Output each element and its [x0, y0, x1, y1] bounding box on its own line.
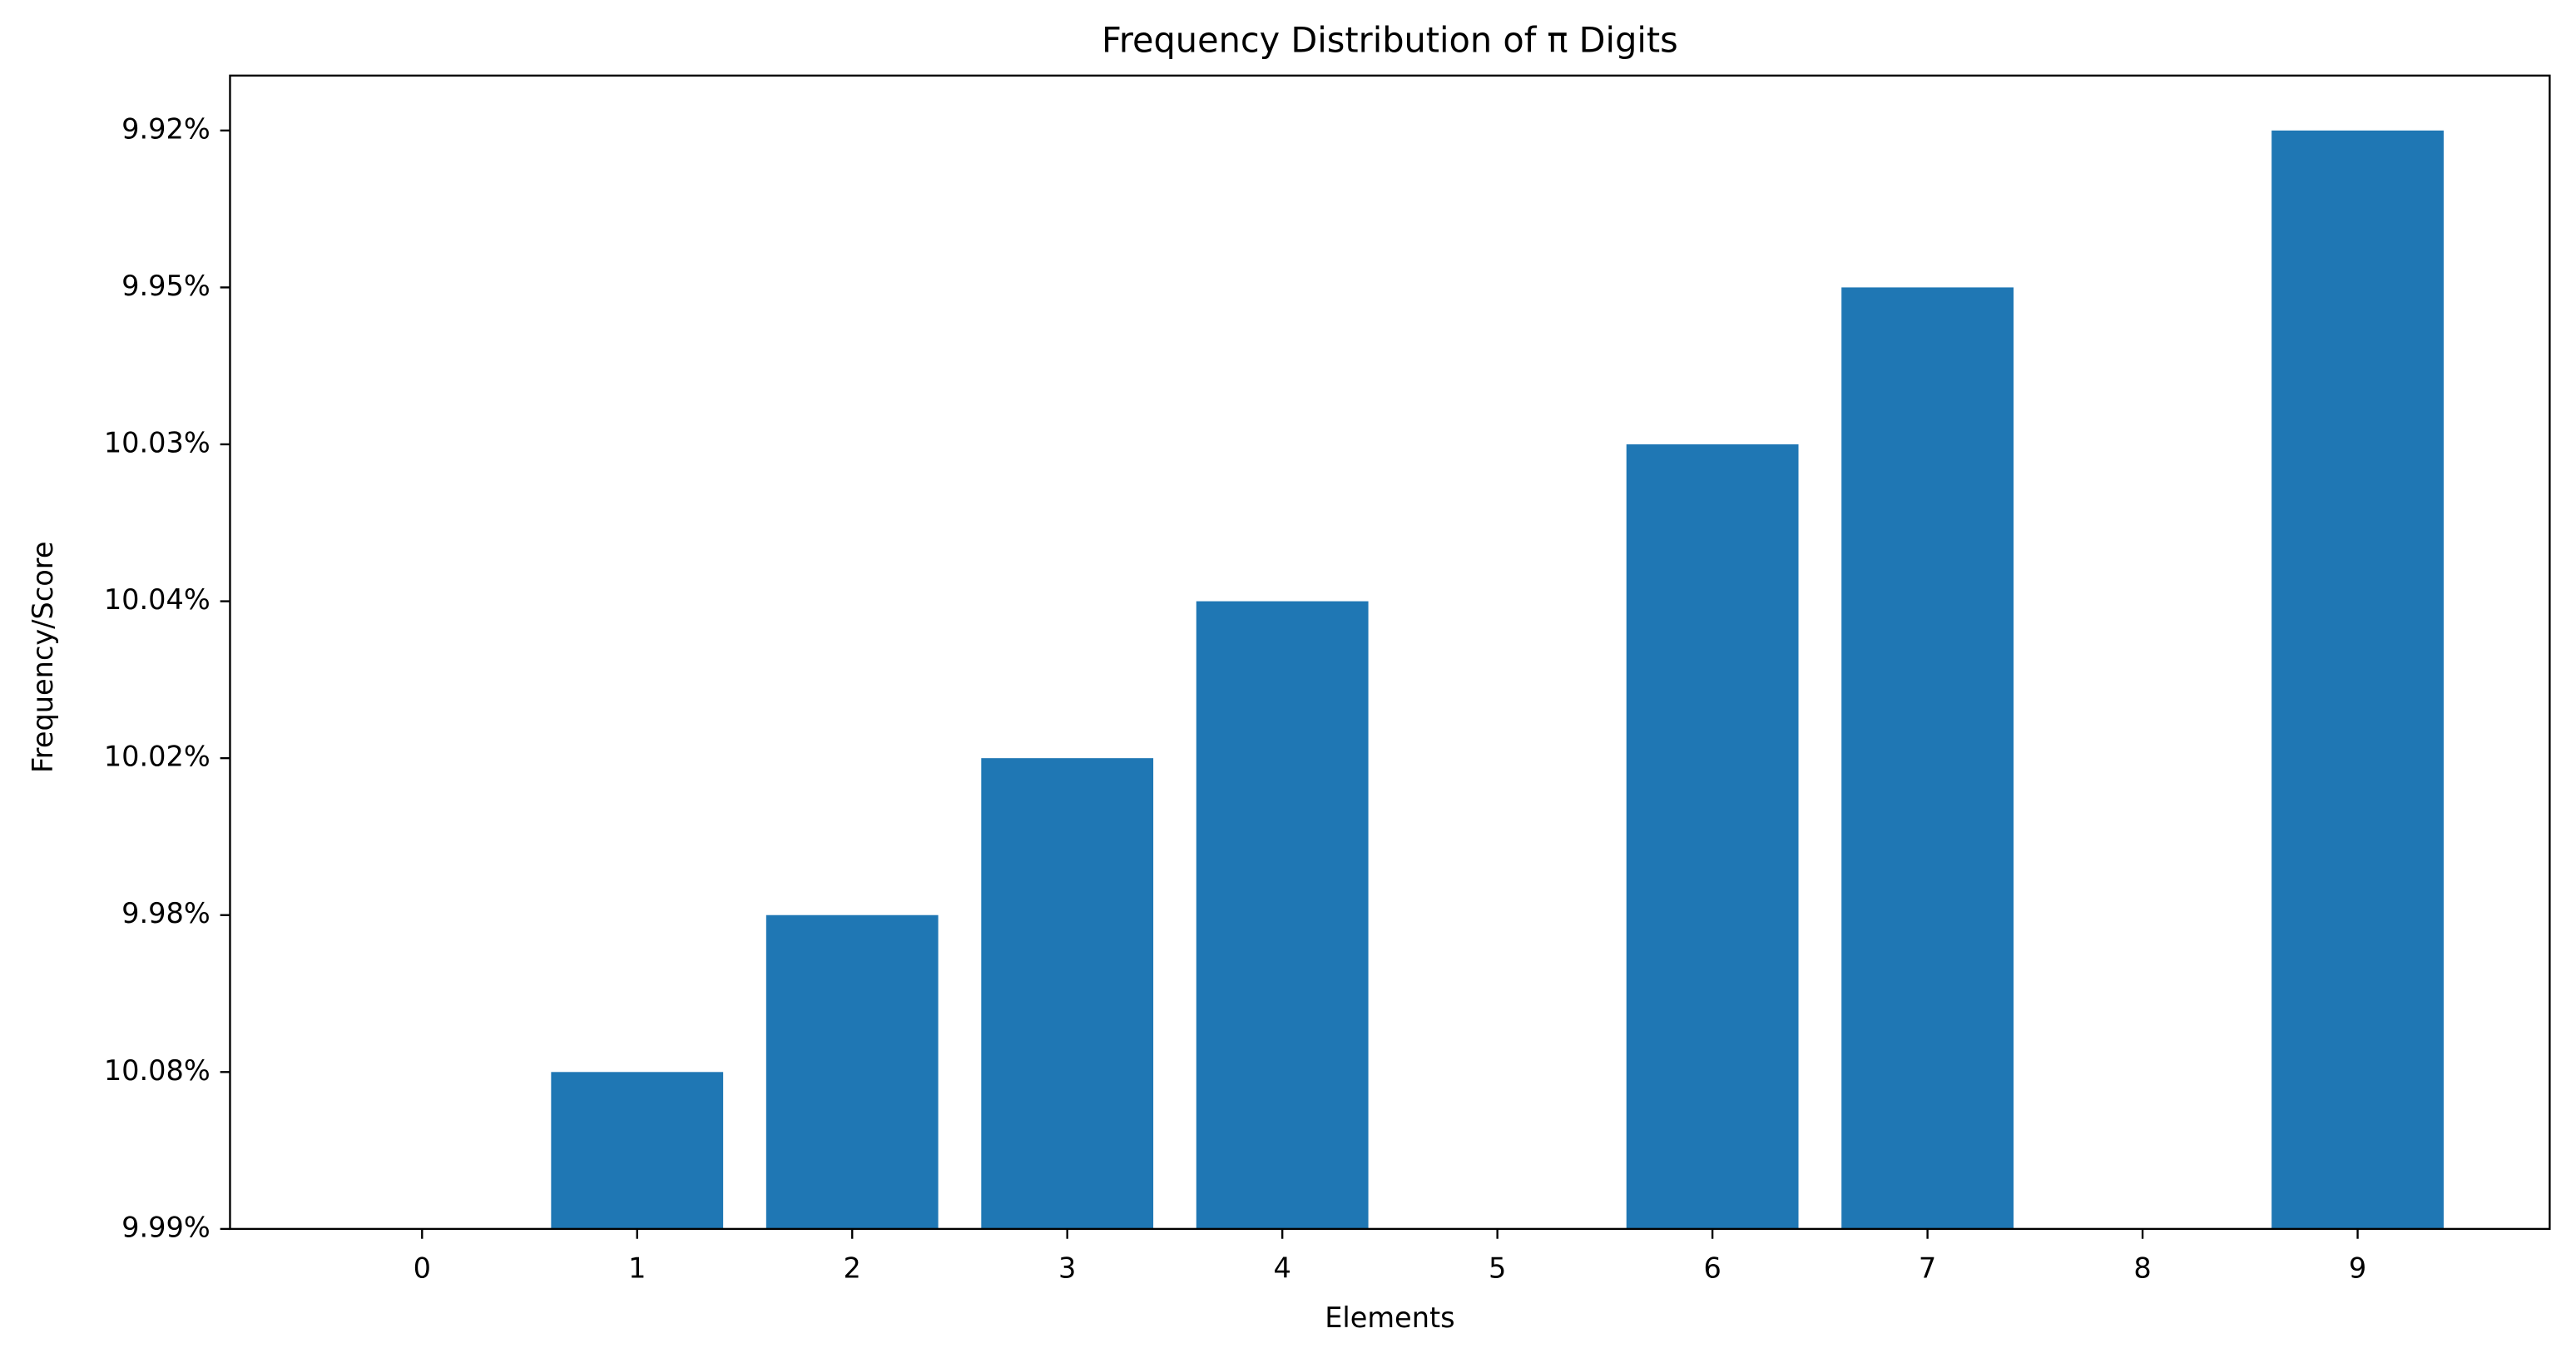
x-tick-label: 7: [1919, 1252, 1936, 1285]
chart-title: Frequency Distribution of π Digits: [1102, 20, 1678, 60]
x-tick-label: 1: [628, 1252, 646, 1285]
y-tick-label: 9.92%: [121, 112, 211, 145]
x-axis-label: Elements: [1325, 1301, 1454, 1334]
x-tick-label: 8: [2133, 1252, 2151, 1285]
bar: [551, 1072, 724, 1229]
y-tick-label: 10.04%: [104, 583, 211, 616]
x-tick-label: 9: [2349, 1252, 2366, 1285]
x-tick-label: 0: [414, 1252, 431, 1285]
x-tick-label: 3: [1058, 1252, 1076, 1285]
y-tick-label: 9.99%: [121, 1211, 211, 1243]
y-axis-label: Frequency/Score: [27, 541, 59, 773]
bar: [981, 758, 1154, 1229]
y-tick-label: 10.02%: [104, 741, 211, 773]
y-tick-label: 10.03%: [104, 426, 211, 458]
bar: [1626, 444, 1799, 1229]
y-tick-label: 9.98%: [121, 897, 211, 929]
y-tick-label: 9.95%: [121, 270, 211, 302]
bar: [1196, 601, 1369, 1229]
x-tick-label: 5: [1489, 1252, 1506, 1285]
y-tick-label: 10.08%: [104, 1054, 211, 1087]
bar: [2271, 130, 2444, 1229]
x-tick-label: 4: [1274, 1252, 1291, 1285]
x-tick-label: 2: [844, 1252, 861, 1285]
plot-area: 9.99% 10.08% 9.98% 10.02% 10.04% 10.03% 9.95% 9…: [104, 112, 2444, 1285]
bar: [765, 914, 939, 1229]
x-tick-label: 6: [1703, 1252, 1721, 1285]
axes-frame: [229, 74, 2551, 1231]
bar: [1841, 287, 2014, 1229]
